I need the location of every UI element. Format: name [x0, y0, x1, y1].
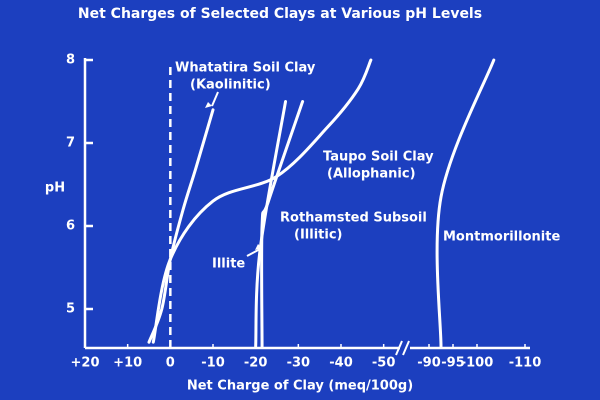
series-label: (Kaolinitic) — [190, 78, 271, 93]
x-tick-label: -100 — [461, 356, 494, 371]
arrow-head — [205, 102, 212, 108]
line — [260, 100, 305, 348]
x-tick-label: 0 — [166, 356, 175, 371]
series-label: (Illitic) — [294, 228, 342, 243]
x-tick-label: -90 — [417, 356, 441, 371]
x-tick-label: -10 — [201, 356, 225, 371]
x-tick-label: -30 — [287, 356, 311, 371]
line — [147, 108, 215, 344]
line — [151, 58, 373, 344]
x-tick-label: +20 — [71, 356, 100, 371]
series-label: (Allophanic) — [327, 167, 416, 182]
axis-break — [402, 340, 410, 356]
chart-title: Net Charges of Selected Clays at Various… — [78, 6, 482, 22]
x-tick-label: +10 — [113, 356, 142, 371]
y-tick-label: 8 — [66, 53, 75, 68]
x-axis-label: Net Charge of Clay (meq/100g) — [187, 379, 413, 394]
x-tick-label: -95 — [441, 356, 465, 371]
x-tick-label: -50 — [372, 356, 396, 371]
label-arrow — [246, 247, 263, 257]
x-tick-label: -40 — [329, 356, 353, 371]
x-tick-label: -110 — [509, 356, 542, 371]
label-arrow — [211, 91, 219, 107]
series-label: Illite — [212, 257, 245, 272]
axis-break — [395, 340, 403, 356]
series-label: Montmorillonite — [443, 230, 560, 245]
series-label: Rothamsted Subsoil — [280, 211, 427, 226]
series-label: Whatatira Soil Clay — [175, 61, 316, 76]
series-label: Taupo Soil Clay — [323, 150, 434, 165]
y-axis-label: pH — [45, 181, 65, 196]
y-tick-label: 7 — [66, 136, 75, 151]
y-tick-label: 6 — [66, 219, 75, 234]
x-tick-label: -20 — [244, 356, 268, 371]
y-tick-label: 5 — [66, 302, 75, 317]
line — [435, 58, 496, 348]
